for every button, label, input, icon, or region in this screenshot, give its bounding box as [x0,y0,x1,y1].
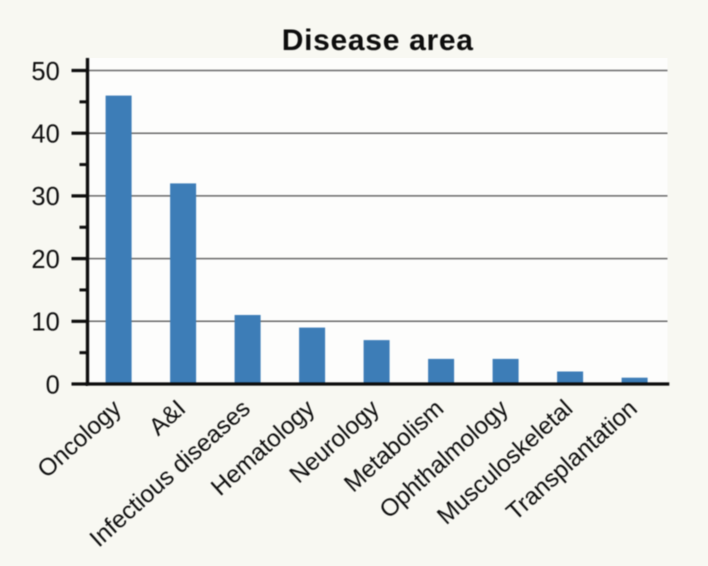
svg-text:40: 40 [31,121,59,149]
svg-text:30: 30 [31,183,59,211]
svg-text:50: 50 [31,58,59,86]
svg-text:Disease area: Disease area [282,24,474,57]
svg-text:10: 10 [31,309,59,337]
svg-text:20: 20 [31,246,59,274]
svg-text:0: 0 [46,371,60,399]
